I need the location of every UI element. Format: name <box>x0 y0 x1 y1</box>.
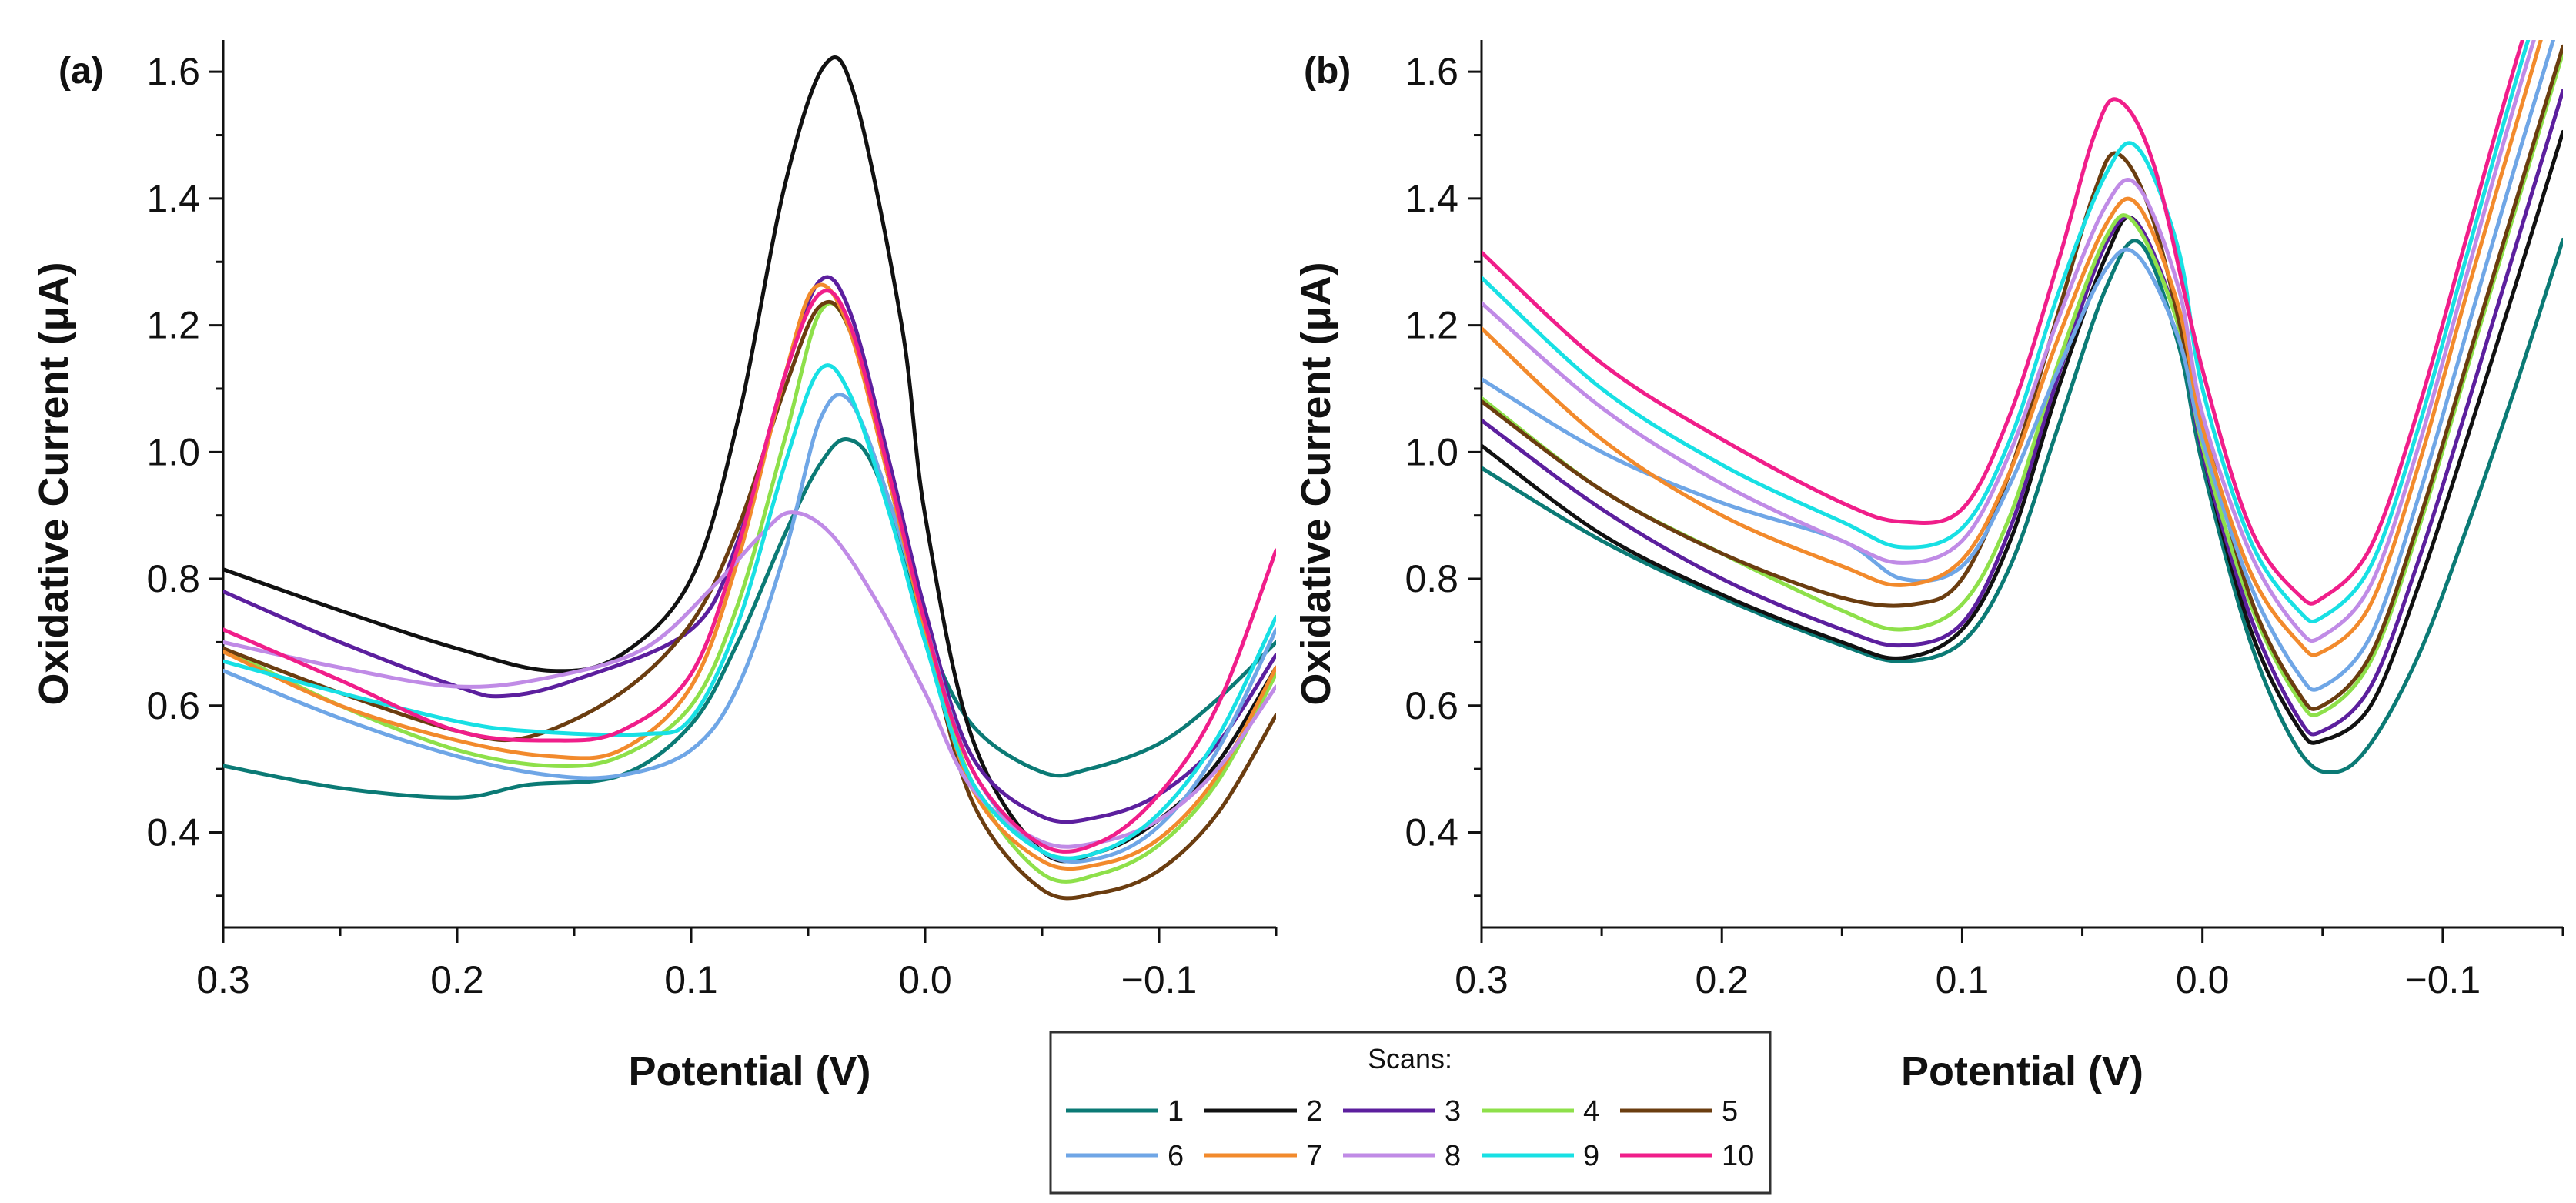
legend-label-scan-2: 2 <box>1306 1095 1322 1128</box>
legend-label-scan-3: 3 <box>1445 1095 1461 1128</box>
y-tick-label: 1.0 <box>146 430 200 473</box>
x-tick-label: 0.2 <box>1695 958 1749 1001</box>
x-tick-label: 0.0 <box>2176 958 2230 1001</box>
x-axis-title: Potential (V) <box>1901 1048 2143 1094</box>
y-tick-label: 0.8 <box>1405 557 1458 600</box>
x-axis-title: Potential (V) <box>628 1048 870 1094</box>
y-tick-label: 0.4 <box>1405 810 1458 854</box>
y-tick-label: 1.2 <box>146 304 200 347</box>
x-tick-label: −0.1 <box>1121 958 1198 1001</box>
series-line-scan-10 <box>1482 40 2524 606</box>
series-line-scan-1 <box>223 437 1276 800</box>
legend-label-scan-8: 8 <box>1445 1140 1461 1172</box>
y-axis-title: Oxidative Current (μA) <box>31 262 77 705</box>
series-line-scan-2 <box>223 55 1276 864</box>
y-tick-label: 1.0 <box>1405 430 1458 473</box>
series-line-scan-7 <box>1482 40 2543 657</box>
series-line-scan-10 <box>223 289 1276 854</box>
y-tick-label: 0.6 <box>1405 684 1458 727</box>
legend: Scans: 1 2 3 4 5 6 7 8 9 10 <box>1049 1031 1772 1195</box>
series-line-scan-3 <box>223 275 1276 824</box>
series-line-scan-6 <box>223 393 1276 864</box>
panel-label: (b) <box>1304 51 1351 92</box>
x-tick-label: 0.1 <box>664 958 718 1001</box>
y-axis-title: Oxidative Current (μA) <box>1293 262 1339 705</box>
y-tick-label: 1.2 <box>1405 304 1458 347</box>
x-tick-label: 0.3 <box>196 958 250 1001</box>
series-line-scan-5 <box>223 299 1276 901</box>
legend-title: Scans: <box>1368 1043 1452 1074</box>
legend-label-scan-7: 7 <box>1306 1140 1322 1172</box>
y-tick-label: 1.4 <box>146 177 200 220</box>
legend-label-scan-10: 10 <box>1722 1140 1754 1172</box>
series-line-scan-7 <box>223 282 1276 871</box>
series-line-scan-5 <box>1482 44 2563 711</box>
series-group <box>1482 40 2563 775</box>
panel-label: (a) <box>58 51 104 92</box>
x-tick-label: −0.1 <box>2405 958 2481 1001</box>
y-tick-label: 1.6 <box>146 50 200 93</box>
y-tick-label: 0.6 <box>146 684 200 727</box>
y-tick-label: 0.8 <box>146 557 200 600</box>
x-tick-label: 0.0 <box>898 958 952 1001</box>
legend-label-scan-6: 6 <box>1168 1140 1184 1172</box>
panel-a: 0.3 0.2 0.1 0.0 −0.1 0.4 0.6 0.8 1.0 1.2 1.4 1.6 Pot… <box>31 40 1278 1094</box>
legend-label-scan-4: 4 <box>1583 1095 1599 1128</box>
y-tick-label: 1.6 <box>1405 50 1458 93</box>
series-group <box>223 55 1276 901</box>
x-tick-label: 0.3 <box>1455 958 1509 1001</box>
series-line-scan-8 <box>1482 40 2536 643</box>
series-line-scan-9 <box>223 363 1276 860</box>
panel-b: 0.3 0.2 0.1 0.0 −0.1 0.4 0.6 0.8 1.0 1.2 1.4 1.6 Pot… <box>1293 40 2564 1094</box>
x-tick-label: 0.2 <box>430 958 484 1001</box>
x-tick-label: 0.1 <box>1936 958 1990 1001</box>
legend-label-scan-5: 5 <box>1722 1095 1738 1128</box>
series-line-scan-1 <box>1482 237 2563 775</box>
series-line-scan-8 <box>223 510 1276 849</box>
legend-items: 1 2 3 4 5 6 7 8 9 10 <box>1066 1095 1754 1172</box>
y-tick-label: 0.4 <box>146 810 200 854</box>
y-tick-label: 1.4 <box>1405 177 1458 220</box>
legend-label-scan-1: 1 <box>1168 1095 1184 1128</box>
legend-label-scan-9: 9 <box>1583 1140 1599 1172</box>
